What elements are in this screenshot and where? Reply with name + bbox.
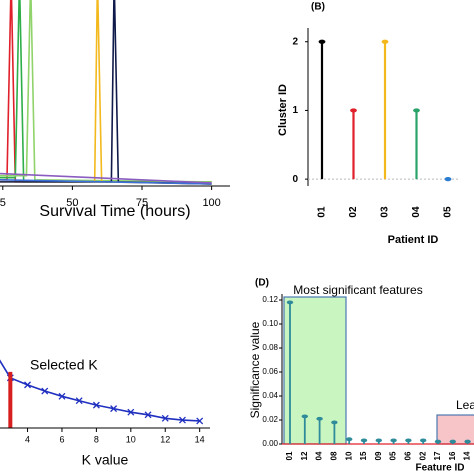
data-point (41, 387, 49, 395)
series-line (0, 0, 212, 183)
data-point (110, 405, 118, 413)
data-point (75, 397, 83, 405)
data-point (92, 401, 100, 409)
x-tick-label: 01 (285, 451, 294, 460)
annotation: Selected K (30, 357, 98, 373)
x-tick-label: 14 (463, 451, 472, 460)
series-line (0, 172, 212, 184)
x-tick-label: 50 (66, 197, 78, 209)
x-tick-label: 12 (300, 451, 309, 460)
data-point (178, 416, 186, 424)
y-tick-label: 0.08 (262, 343, 278, 352)
data-point (58, 392, 66, 400)
lollipop-head (381, 39, 389, 44)
x-tick-label: 03 (380, 206, 391, 218)
y-tick-label: 2 (292, 36, 298, 47)
x-axis-label: K value (82, 452, 129, 468)
annotation: Most significant features (293, 283, 422, 297)
chart-title: (D) (255, 278, 269, 289)
y-tick-label: 0.04 (262, 391, 278, 400)
lollipop-head (405, 438, 412, 443)
annotation: Lea (456, 398, 474, 412)
x-tick-label: 6 (59, 434, 64, 444)
plot-area (0, 0, 212, 185)
x-tick-label: 12 (160, 434, 170, 444)
lollipop-head (318, 39, 326, 44)
x-tick-label: 02 (348, 206, 359, 218)
lollipop-head (286, 300, 294, 305)
y-tick-label: 0 (292, 174, 298, 185)
lollipop-head (301, 414, 308, 419)
x-tick-label: 08 (330, 451, 339, 460)
x-tick-label: 100 (202, 197, 220, 209)
x-tick-label: 5 (0, 197, 6, 209)
x-tick-label: 8 (94, 434, 99, 444)
y-tick-label: 0.06 (262, 367, 278, 376)
x-axis-label: Patient ID (388, 234, 439, 246)
lollipop-head (420, 438, 427, 443)
lollipop-head (413, 108, 420, 113)
y-tick-label: 0.12 (262, 295, 278, 304)
y-axis-label: Significance value (248, 321, 262, 418)
data-point (127, 408, 135, 416)
y-axis-label: Cluster ID (277, 84, 289, 136)
series-line (0, 179, 212, 185)
highlight-box (436, 414, 474, 445)
lollipop-head (444, 177, 452, 182)
lollipop-head (375, 438, 382, 443)
x-tick-label: 4 (25, 434, 30, 444)
x-tick-label: 05 (389, 451, 398, 460)
y-tick-label: 1 (292, 105, 298, 116)
lollipop-head (331, 420, 338, 425)
x-tick-label: 04 (315, 451, 324, 460)
data-point (24, 381, 32, 389)
lollipop-head (346, 437, 353, 442)
lollipop-head (390, 438, 397, 443)
x-axis-label: Survival Time (hours) (39, 203, 190, 220)
x-tick-label: 14 (195, 434, 205, 444)
data-point (144, 411, 152, 419)
chart-title: (B) (311, 2, 325, 13)
x-tick-label: 09 (374, 451, 383, 460)
x-tick-label: 17 (433, 451, 442, 460)
x-axis-label: Feature ID (416, 463, 465, 474)
x-tick-label: 16 (448, 451, 457, 460)
x-tick-label: 02 (418, 451, 427, 460)
x-tick-label: 04 (411, 206, 422, 218)
x-tick-label: 10 (126, 434, 136, 444)
y-tick-label: 0.10 (262, 319, 278, 328)
x-tick-label: 15 (359, 451, 368, 460)
lollipop-head (434, 439, 442, 444)
x-tick-label: 06 (404, 451, 413, 460)
data-point (196, 417, 204, 425)
data-point (161, 414, 169, 422)
highlight-box (283, 296, 347, 445)
x-tick-label: 75 (136, 197, 148, 209)
x-tick-label: 01 (317, 206, 328, 218)
x-tick-label: 05 (443, 206, 454, 218)
lollipop-head (316, 416, 323, 421)
plot-area (0, 359, 204, 428)
x-tick-label: 10 (344, 451, 353, 460)
lollipop-head (464, 439, 471, 444)
y-tick-label: 0.00 (262, 439, 278, 448)
y-tick-label: 0.02 (262, 415, 278, 424)
lollipop-head (360, 438, 368, 443)
lollipop-head (449, 439, 456, 444)
lollipop-head (350, 108, 357, 113)
